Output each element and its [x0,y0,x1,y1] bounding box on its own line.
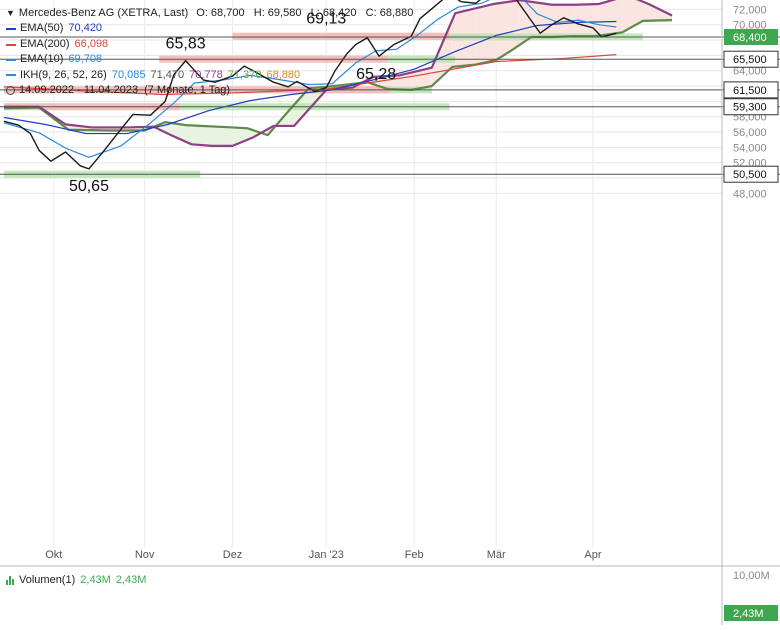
cloud-segment-bearish [493,3,497,61]
cloud-segment-bearish [642,1,649,21]
x-tick-label: Feb [405,549,424,561]
ema200-swatch [6,43,16,46]
legend-period: 14.09.2022 - 11.04.2023 (7 Monate, 1 Tag… [6,83,413,98]
y-tick-label: 56,000 [733,127,767,139]
ema50-swatch [6,28,16,31]
ichimoku-value-1: 70,085 [111,68,146,81]
period-range: 14.09.2022 - 11.04.2023 [19,84,139,97]
ichimoku-value-2: 71,470 [150,68,185,81]
legend-ema10: EMA(10) 69,708 [6,52,413,67]
volume-label: Volumen(1) [19,574,76,586]
ema50-label: EMA(50) [20,22,64,35]
cloud-segment-bearish [595,4,599,37]
cloud-segment-bearish [551,4,573,37]
level-price-tag [723,81,779,99]
volume-axis-label: 10,00M [733,570,770,582]
cloud-segment-bullish [185,125,192,145]
volume-value-1: 2,43M [80,574,111,586]
cloud-segment-bearish [598,0,623,36]
x-tick-label: Nov [135,549,155,561]
x-tick-label: Dez [223,549,243,561]
period-detail: (7 Monate, 1 Tag) [144,84,231,97]
x-tick-label: Okt [45,549,62,561]
cloud-segment-bullish [191,125,213,146]
price-label: 61,500 [733,85,767,97]
cloud-segment-bearish [411,67,432,90]
ema10-line [3,0,617,158]
volume-bars-icon [6,575,14,585]
resistance-zone [232,32,450,40]
level-lines [0,36,780,175]
instrument-title: Mercedes-Benz AG (XETRA, Last) [18,7,189,19]
legend-ichimoku: IKH(9, 26, 52, 26) 70,085 71,470 70,778 … [6,68,413,83]
price-annotation: 65,83 [166,36,206,53]
price-labels: 68,400 65,500 61,500 59,300 50,500 [723,28,779,183]
cloud-segment-bullish [171,122,186,142]
level-price-tag [723,165,779,183]
y-tick-label: 54,000 [733,142,767,154]
volume-legend: Volumen(1) 2,43M 2,43M [6,574,146,586]
clock-icon [6,86,15,96]
price-label: 65,500 [733,54,767,66]
price-annotation: 69,13 [306,10,346,27]
y-tick-label: 64,000 [733,66,767,78]
x-tick-label: Jan '23 [309,549,344,561]
price-label: 59,300 [733,102,767,114]
cloud-segment-bearish [510,0,520,51]
x-tick-label: Apr [584,549,601,561]
ema200-label: EMA(200) [20,37,70,50]
ema50-value: 70,420 [68,22,103,35]
price-annotation: 65,28 [356,66,396,83]
triangle-down-icon: ▼ [6,8,15,18]
ohlc-values: O: 68,700 H: 69,580 L: 68,420 C: 68,880 [196,7,414,19]
x-tick-label: Mär [487,549,506,561]
legend-ema50: EMA(50) 70,420 [6,21,413,36]
ichimoku-value-4: 71,370 [227,68,262,81]
volume-current-label: 2,43M [733,608,764,620]
cloud-segment-bearish [622,0,629,33]
price-label: 50,500 [733,169,767,181]
cloud-segment-bearish [648,4,673,21]
y-tick-label: 48,000 [733,188,767,200]
ichimoku-label: IKH(9, 26, 52, 26) [20,68,107,81]
y-tick-label: 74,000 [733,0,767,1]
volume-current-tag [724,605,778,621]
legend-ema200: EMA(200) 66,098 [6,37,413,52]
chart-legend: ▼ Mercedes-Benz AG (XETRA, Last) O: 68,7… [6,6,413,98]
price-annotation: 50,65 [69,178,109,195]
ichimoku-value-3: 70,778 [189,68,223,81]
ichimoku-value-5: 68,880 [266,68,301,81]
ema50-line [3,20,617,135]
level-price-tag [723,98,779,116]
cloud-segment-bullish [212,126,233,146]
volume-value-2: 2,43M [115,574,147,586]
ema200-value: 66,098 [74,37,109,50]
x-tick-labels: Okt Nov Dez Jan '23 Feb Mär Apr [45,549,602,561]
y-tick-label: 70,000 [733,20,767,32]
cloud-segment-bearish [575,4,596,37]
ema10-swatch [6,58,16,61]
y-tick-label: 72,000 [733,4,767,16]
legend-title-row: ▼ Mercedes-Benz AG (XETRA, Last) O: 68,7… [6,6,413,21]
cloud-segment-bearish [496,1,511,60]
ema10-value: 69,708 [68,53,103,66]
level-price-tag [723,50,779,68]
ema10-label: EMA(10) [20,53,64,66]
price-label: 68,400 [733,32,767,44]
last-price-tag [724,28,778,45]
ichimoku-swatch [6,74,16,77]
